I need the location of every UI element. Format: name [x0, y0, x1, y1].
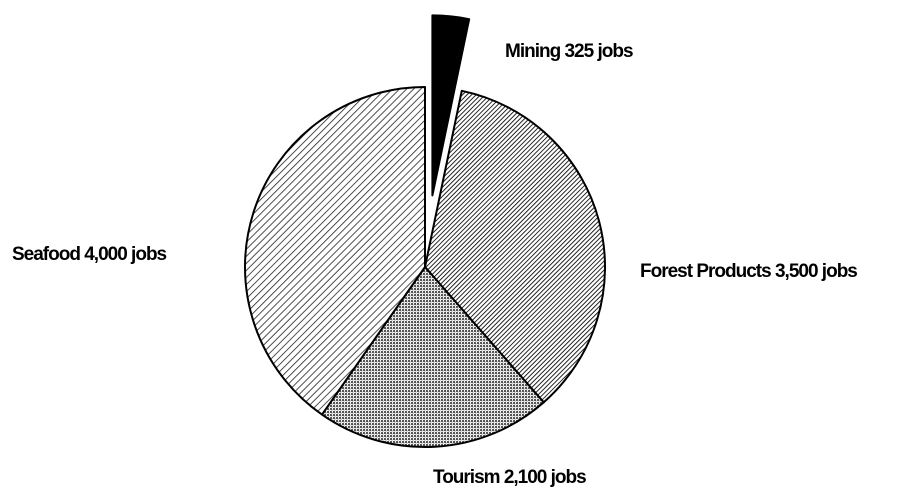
slice-label: Seafood 4,000 jobs	[12, 244, 167, 265]
slice-label: Tourism 2,100 jobs	[433, 467, 586, 488]
value-label: 325 jobs	[564, 41, 632, 62]
category-label: Tourism	[433, 467, 500, 488]
slice-label: Forest Products 3,500 jobs	[640, 261, 857, 282]
pie-slice	[320, 266, 545, 448]
category-label: Mining	[505, 41, 561, 62]
category-label: Seafood	[12, 244, 80, 265]
value-label: 3,500 jobs	[775, 261, 857, 282]
category-label: Forest Products	[640, 261, 771, 282]
value-label: 4,000 jobs	[84, 244, 166, 265]
pie-slice	[431, 14, 471, 197]
value-label: 2,100 jobs	[504, 467, 586, 488]
pie-slice	[244, 86, 426, 416]
pie-slice	[424, 89, 606, 404]
slice-label: Mining 325 jobs	[505, 41, 633, 62]
